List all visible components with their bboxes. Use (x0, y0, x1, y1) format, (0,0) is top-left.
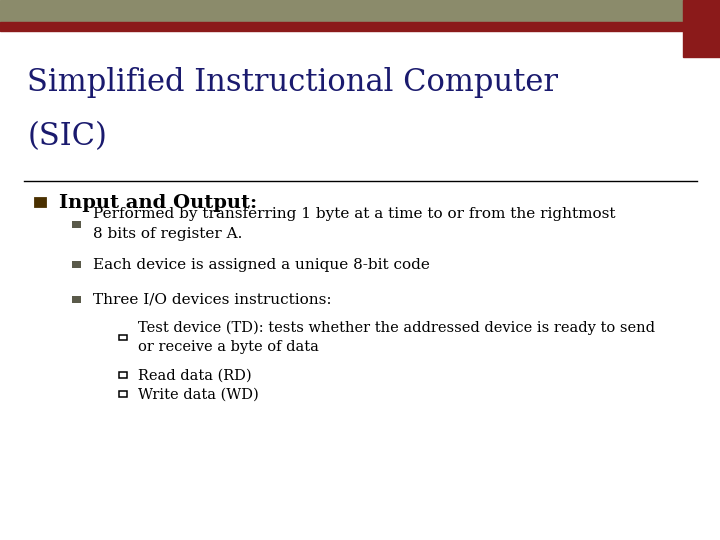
Text: (SIC): (SIC) (27, 122, 107, 152)
Text: Input and Output:: Input and Output: (59, 193, 257, 212)
Bar (35, 198, 46, 207)
Text: Write data (WD): Write data (WD) (138, 387, 259, 401)
Text: Each device is assigned a unique 8-bit code: Each device is assigned a unique 8-bit c… (93, 258, 430, 272)
Text: Read data (RD): Read data (RD) (138, 368, 252, 382)
Bar (72, 261, 81, 268)
Bar (119, 391, 127, 397)
Text: Test device (TD): tests whether the addressed device is ready to send
or receive: Test device (TD): tests whether the addr… (138, 321, 655, 354)
Bar (683, 0, 720, 57)
Bar (119, 373, 127, 378)
Text: Performed by transferring 1 byte at a time to or from the rightmost
8 bits of re: Performed by transferring 1 byte at a ti… (93, 207, 616, 241)
Text: Simplified Instructional Computer: Simplified Instructional Computer (27, 68, 559, 98)
Bar (72, 296, 81, 303)
Bar (0, 0, 720, 22)
Bar (119, 334, 127, 341)
Text: Three I/O devices instructions:: Three I/O devices instructions: (93, 293, 331, 307)
Bar (0, 22, 720, 31)
Bar (72, 221, 81, 228)
